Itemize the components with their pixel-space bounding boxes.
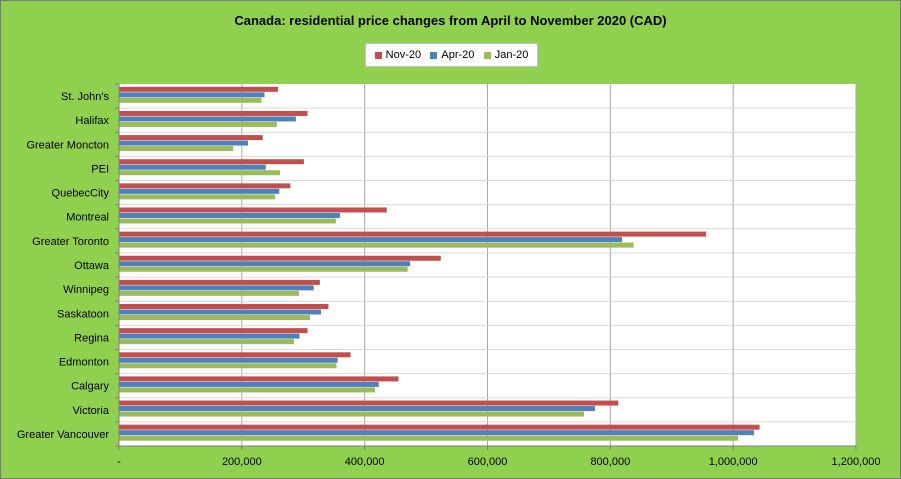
bar-nov-20-5	[119, 207, 387, 213]
bar-nov-20-11	[119, 352, 351, 358]
bar-nov-20-12	[119, 376, 399, 382]
x-tick-label-0: -	[117, 456, 121, 468]
bar-nov-20-0	[119, 86, 279, 92]
bar-apr-20-6	[119, 237, 623, 243]
bar-nov-20-9	[119, 304, 329, 310]
bar-apr-20-7	[119, 261, 411, 267]
bar-apr-20-14	[119, 430, 755, 436]
category-label-6: Greater Toronto	[32, 236, 109, 248]
bar-nov-20-10	[119, 328, 308, 334]
bar-jan-20-2	[119, 146, 234, 152]
bar-jan-20-7	[119, 266, 408, 272]
bar-jan-20-6	[119, 242, 634, 248]
x-tick-label-4: 800,000	[590, 456, 630, 468]
bar-nov-20-14	[119, 424, 760, 430]
legend-item-apr-20: Apr-20	[430, 49, 474, 61]
bar-apr-20-11	[119, 357, 338, 363]
category-label-14: Greater Vancouver	[17, 429, 109, 441]
legend: Nov-20 Apr-20 Jan-20	[365, 43, 538, 67]
bar-apr-20-5	[119, 212, 341, 218]
x-tick-label-5: 1,000,000	[709, 456, 758, 468]
category-label-11: Edmonton	[59, 357, 109, 369]
category-label-3: PEI	[91, 163, 109, 175]
bar-jan-20-4	[119, 194, 275, 200]
category-label-4: QuebecCity	[52, 188, 110, 200]
category-label-12: Calgary	[71, 381, 109, 393]
bar-nov-20-8	[119, 279, 320, 285]
bar-jan-20-11	[119, 363, 337, 369]
category-label-0: St. John's	[61, 91, 109, 103]
bar-nov-20-1	[119, 110, 308, 116]
bar-jan-20-8	[119, 290, 299, 296]
bar-apr-20-0	[119, 92, 265, 98]
bar-nov-20-13	[119, 400, 619, 406]
category-label-7: Ottawa	[74, 260, 110, 272]
x-tick-label-3: 600,000	[468, 456, 508, 468]
bar-nov-20-7	[119, 255, 441, 261]
bar-apr-20-4	[119, 188, 280, 194]
bar-jan-20-10	[119, 339, 295, 345]
category-label-10: Regina	[74, 332, 110, 344]
category-label-2: Greater Moncton	[26, 139, 109, 151]
category-label-13: Victoria	[73, 405, 110, 417]
bar-apr-20-13	[119, 406, 595, 412]
bar-jan-20-5	[119, 218, 336, 224]
category-label-9: Saskatoon	[57, 308, 109, 320]
bar-nov-20-4	[119, 183, 291, 189]
legend-label-jan-20: Jan-20	[494, 49, 529, 61]
bar-apr-20-8	[119, 285, 314, 291]
bar-jan-20-3	[119, 170, 280, 176]
bar-jan-20-0	[119, 97, 262, 103]
legend-label-nov-20: Nov-20	[385, 49, 422, 61]
bar-jan-20-1	[119, 121, 277, 127]
x-tick-label-1: 200,000	[222, 456, 262, 468]
bar-apr-20-10	[119, 333, 300, 339]
bar-jan-20-14	[119, 435, 739, 441]
bar-nov-20-2	[119, 135, 263, 141]
bar-jan-20-9	[119, 315, 311, 321]
x-tick-label-6: 1,200,000	[832, 456, 881, 468]
legend-label-apr-20: Apr-20	[441, 49, 475, 61]
legend-item-jan-20: Jan-20	[483, 49, 529, 61]
category-label-8: Winnipeg	[63, 284, 109, 296]
legend-swatch-apr-20	[430, 51, 438, 59]
bar-apr-20-9	[119, 309, 322, 315]
bar-nov-20-6	[119, 231, 707, 237]
category-label-1: Halifax	[75, 115, 109, 127]
legend-swatch-nov-20	[374, 51, 382, 59]
category-label-5: Montreal	[66, 212, 109, 224]
chart-title: Canada: residential price changes from A…	[234, 13, 667, 28]
bar-apr-20-12	[119, 381, 379, 387]
bar-apr-20-2	[119, 140, 248, 146]
bar-jan-20-13	[119, 411, 584, 417]
bar-jan-20-12	[119, 387, 376, 393]
bar-nov-20-3	[119, 159, 304, 165]
legend-swatch-jan-20	[483, 51, 491, 59]
x-tick-label-2: 400,000	[345, 456, 385, 468]
bar-apr-20-3	[119, 164, 266, 170]
legend-item-nov-20: Nov-20	[374, 49, 422, 61]
bar-apr-20-1	[119, 116, 296, 122]
